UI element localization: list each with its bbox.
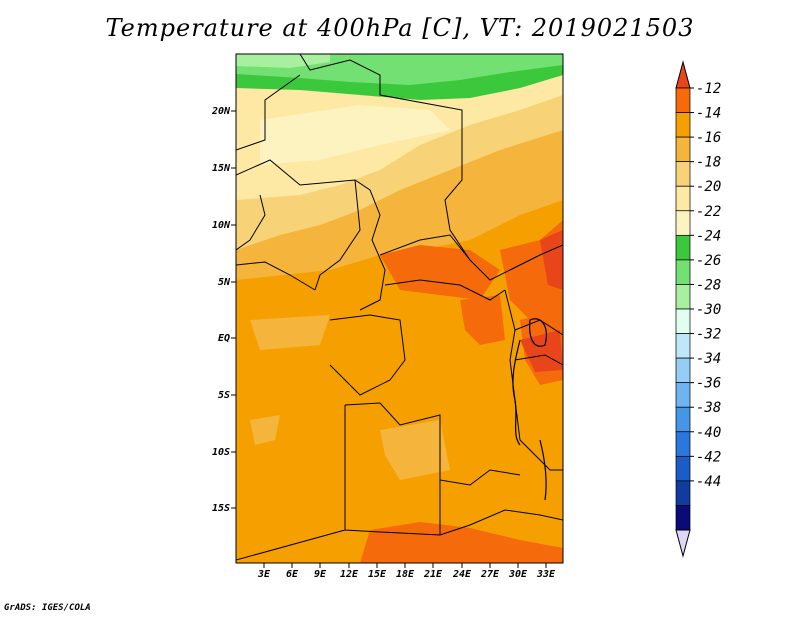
- colorbar-box: [675, 357, 691, 384]
- colorbar-box: [675, 333, 691, 359]
- colorbar-top-arrow: [675, 60, 691, 89]
- lat-label-eq: EQ: [218, 333, 230, 344]
- lat-label-5s: 5S: [218, 390, 230, 401]
- lon-label-21e: 21E: [423, 569, 443, 580]
- colorbar-label: -22: [696, 204, 721, 220]
- colorbar-label: -34: [696, 351, 721, 367]
- grads-credit: GrADS: IGES/COLA: [4, 603, 91, 613]
- map-title: Temperature at 400hPa [C], VT: 201902150…: [105, 14, 695, 42]
- colorbar-box: [675, 455, 691, 482]
- lat-label-10n: 10N: [212, 220, 231, 231]
- lon-label-12e: 12E: [340, 569, 359, 580]
- colorbar-box: [675, 284, 691, 310]
- lakes: [512, 318, 547, 501]
- temperature-field: [236, 54, 563, 563]
- colorbar-box: [675, 505, 691, 531]
- colorbar: -12 -14 -16 -18 -20 -22 -24 -26 -28 -30 -32 -34 -36 -…: [675, 60, 721, 558]
- lat-label-15n: 15N: [212, 163, 231, 174]
- lat-label-20n: 20N: [211, 106, 231, 117]
- colorbar-label: -42: [696, 449, 721, 465]
- colorbar-label: -24: [696, 228, 721, 244]
- colorbar-label: -38: [696, 400, 721, 416]
- colorbar-box: [675, 210, 691, 236]
- colorbar-box: [675, 382, 691, 408]
- lon-label-18e: 18E: [396, 569, 415, 580]
- colorbar-box: [675, 161, 691, 187]
- lat-label-10s: 10S: [212, 447, 230, 458]
- lon-label-27e: 27E: [480, 569, 500, 580]
- colorbar-label: -20: [696, 179, 721, 195]
- colorbar-label: -28: [696, 277, 721, 293]
- plot-frame: [235, 53, 564, 564]
- lon-label-33e: 33E: [536, 569, 556, 580]
- colorbar-label: -44: [696, 474, 721, 490]
- lat-label-15s: 15S: [212, 503, 230, 514]
- latitude-axis: 20N 15N 10N 5N EQ 5S 10S 15S: [211, 106, 236, 514]
- colorbar-label: -40: [696, 425, 721, 441]
- colorbar-box: [675, 185, 691, 212]
- colorbar-label: -36: [696, 376, 721, 392]
- lon-label-3e: 3E: [257, 569, 271, 580]
- lon-label-15e: 15E: [368, 569, 387, 580]
- lat-label-5n: 5N: [218, 277, 231, 288]
- colorbar-label: -30: [696, 302, 721, 318]
- lon-label-24e: 24E: [452, 569, 472, 580]
- colorbar-bottom-arrow: [675, 529, 691, 558]
- colorbar-box: [675, 259, 691, 285]
- lon-label-30e: 30E: [508, 569, 528, 580]
- lon-label-9e: 9E: [314, 569, 327, 580]
- colorbar-box: [675, 112, 691, 138]
- colorbar-box: [675, 431, 691, 457]
- lon-label-6e: 6E: [286, 569, 299, 580]
- longitude-axis: 3E 6E 9E 12E 15E 18E 21E 24E 27E 30E 33E: [257, 563, 556, 580]
- colorbar-box: [675, 87, 691, 113]
- colorbar-label: -12: [696, 81, 721, 97]
- colorbar-label: -14: [696, 106, 721, 122]
- colorbar-box: [675, 480, 691, 506]
- colorbar-label: -18: [696, 155, 721, 171]
- colorbar-box: [675, 136, 691, 163]
- field-dark-orange: [380, 245, 500, 300]
- colorbar-box: [675, 406, 691, 433]
- colorbar-box: [675, 234, 691, 261]
- colorbar-box: [675, 308, 691, 334]
- colorbar-label: -26: [696, 253, 721, 269]
- colorbar-label: -32: [696, 327, 721, 343]
- colorbar-label: -16: [696, 130, 721, 146]
